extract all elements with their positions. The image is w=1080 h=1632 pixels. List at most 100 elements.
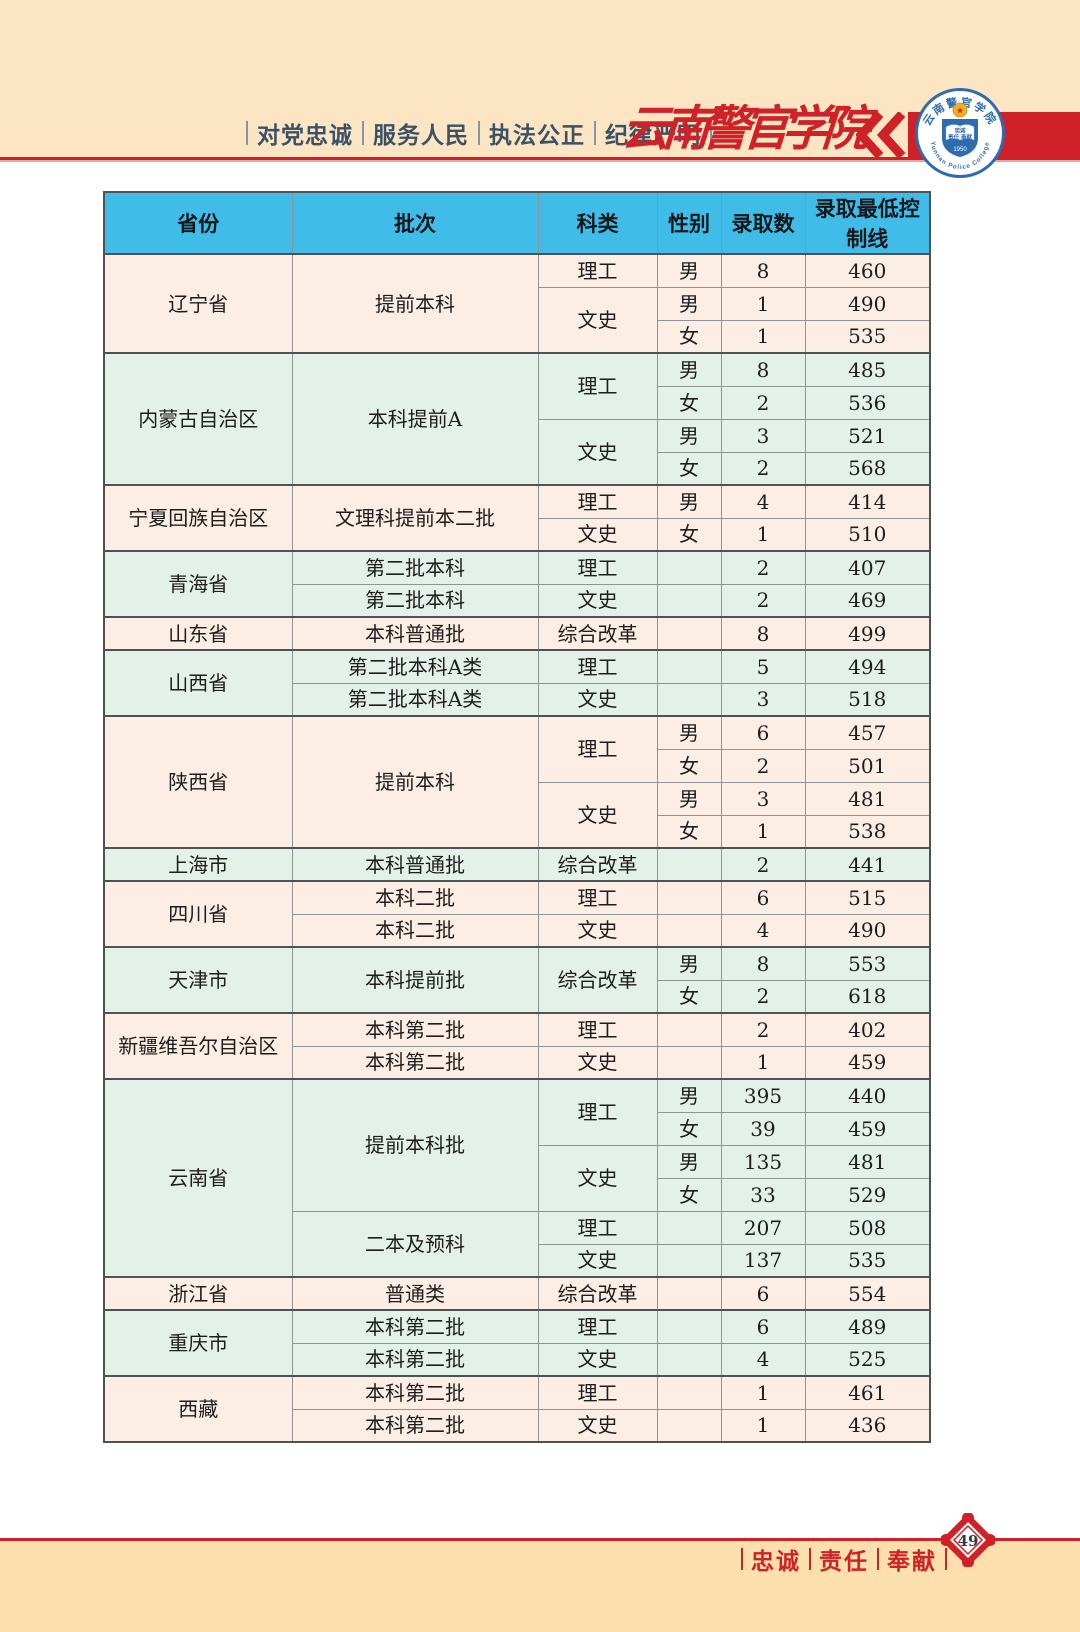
table-cell: 女	[656, 1111, 722, 1146]
table-cell: 理工	[537, 352, 658, 420]
table-row: 文史男 3 481	[104, 781, 931, 849]
table-cell: 414	[804, 484, 931, 519]
table-cell: 男	[656, 946, 722, 981]
footer-slogans: 忠诚 责任 奉献	[733, 1545, 955, 1574]
table-cell: 理工	[537, 1012, 658, 1047]
slogan-item: 忠诚	[751, 1548, 801, 1574]
table-cell: 云南省	[103, 1078, 293, 1278]
table-cell: 理工	[537, 880, 658, 915]
table-cell: 8	[720, 352, 806, 387]
table-row: 四川省 本科二批 理工 6 515	[103, 880, 931, 948]
table-cell: 文史	[537, 418, 658, 486]
table-cell: 490	[804, 286, 931, 321]
table-cell: 本科第二批	[291, 1309, 539, 1344]
table-row: 二本及预科 理工 207 508	[104, 1210, 931, 1278]
table-row: 上海市 本科普通批 综合改革 2 441	[103, 847, 931, 882]
table-cell	[656, 1243, 722, 1278]
table-cell: 3	[720, 781, 806, 816]
table-cell: 436	[804, 1408, 931, 1443]
table-cell: 469	[804, 583, 931, 618]
table-row: 女 39 459	[104, 1111, 931, 1146]
table-cell: 4	[720, 484, 806, 519]
table-row: 青海省 第二批本科 理工 2 407	[103, 550, 931, 618]
table-cell: 535	[804, 1243, 931, 1278]
table-cell: 理工	[537, 1210, 658, 1245]
table-cell: 上海市	[103, 847, 293, 882]
table-row: 山西省 第二批本科A类 理工 5 494	[103, 649, 931, 717]
table-cell: 459	[804, 1111, 931, 1146]
table-cell	[656, 880, 722, 915]
table-cell: 489	[804, 1309, 931, 1344]
table-cell: 2	[720, 583, 806, 618]
table-cell: 文史	[537, 1408, 658, 1443]
table-cell: 518	[804, 682, 931, 717]
table-cell: 文史	[537, 781, 658, 849]
table-row: 第二批本科A类 文史 3 518	[104, 682, 931, 717]
table-row: 女 33 529	[104, 1177, 931, 1212]
table-cell: 男	[656, 1078, 722, 1113]
table-cell: 2	[720, 385, 806, 420]
table-cell: 天津市	[103, 946, 293, 1014]
table-cell: 8	[720, 616, 806, 651]
table-cell	[656, 1210, 722, 1245]
badge-book-line1: 忠诚	[954, 127, 966, 135]
table-cell: 本科普通批	[291, 616, 539, 651]
table-cell: 457	[804, 715, 931, 750]
table-row: 女 2 618	[104, 979, 931, 1014]
table-cell: 文史	[537, 286, 658, 354]
slogan-separator	[594, 121, 596, 145]
table-cell: 普通类	[291, 1276, 539, 1311]
table-cell: 554	[804, 1276, 931, 1311]
table-cell: 理工	[537, 1309, 658, 1344]
table-cell: 文史	[537, 913, 658, 948]
table-cell: 山东省	[103, 616, 293, 651]
footer-divider-line	[0, 1538, 1080, 1541]
table-cell: 2	[720, 550, 806, 585]
table-cell: 本科第二批	[291, 1342, 539, 1377]
slogan-item: 服务人民	[373, 122, 469, 148]
table-cell: 39	[720, 1111, 806, 1146]
table-row: 女 2 536	[104, 385, 931, 420]
page-number-rosette: 49	[941, 1513, 995, 1567]
table-cell: 文史	[537, 1045, 658, 1080]
table-cell: 395	[720, 1078, 806, 1113]
table-cell: 男	[656, 286, 722, 321]
table-cell: 本科第二批	[291, 1012, 539, 1047]
table-cell: 综合改革	[537, 1276, 658, 1311]
table-cell: 485	[804, 352, 931, 387]
table-row: 本科二批 文史 4 490	[104, 913, 931, 948]
table-cell: 6	[720, 715, 806, 750]
table-cell: 553	[804, 946, 931, 981]
table-cell: 459	[804, 1045, 931, 1080]
table-cell: 568	[804, 451, 931, 486]
table-cell: 第二批本科A类	[291, 649, 539, 684]
table-cell: 理工	[537, 550, 658, 585]
table-cell: 女	[656, 1177, 722, 1212]
table-row: 本科第二批 文史 4 525	[104, 1342, 931, 1377]
table-cell: 理工	[537, 1078, 658, 1146]
table-cell	[656, 1375, 722, 1410]
table-cell: 西藏	[103, 1375, 293, 1443]
table-cell: 文史	[537, 517, 658, 552]
table-cell: 提前本科	[291, 715, 539, 849]
table-cell: 490	[804, 913, 931, 948]
table-cell: 6	[720, 1309, 806, 1344]
table-cell	[656, 1342, 722, 1377]
table-cell: 女	[656, 385, 722, 420]
table-cell: 男	[656, 1144, 722, 1179]
table-cell: 460	[804, 253, 931, 288]
table-cell: 男	[656, 253, 722, 288]
slogan-separator	[362, 121, 364, 145]
table-cell: 文理科提前本二批	[291, 484, 539, 552]
slogan-separator	[246, 121, 248, 145]
table-row: 陕西省 提前本科 理工男 6 457	[103, 715, 931, 849]
table-cell: 第二批本科	[291, 583, 539, 618]
table-cell: 理工	[537, 1375, 658, 1410]
table-cell: 508	[804, 1210, 931, 1245]
table-cell: 内蒙古自治区	[103, 352, 293, 486]
table-cell: 525	[804, 1342, 931, 1377]
table-cell: 综合改革	[537, 946, 658, 1014]
table-cell: 481	[804, 1144, 931, 1179]
table-cell: 1	[720, 1045, 806, 1080]
table-cell: 521	[804, 418, 931, 453]
